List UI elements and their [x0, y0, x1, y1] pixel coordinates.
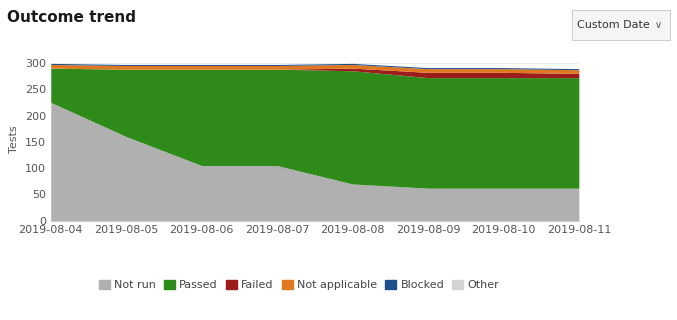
Text: Outcome trend: Outcome trend [7, 10, 136, 25]
Legend: Not run, Passed, Failed, Not applicable, Blocked, Other: Not run, Passed, Failed, Not applicable,… [94, 275, 504, 295]
Text: Custom Date: Custom Date [577, 20, 650, 30]
Text: ∨: ∨ [655, 20, 662, 30]
Y-axis label: Tests: Tests [9, 125, 19, 153]
